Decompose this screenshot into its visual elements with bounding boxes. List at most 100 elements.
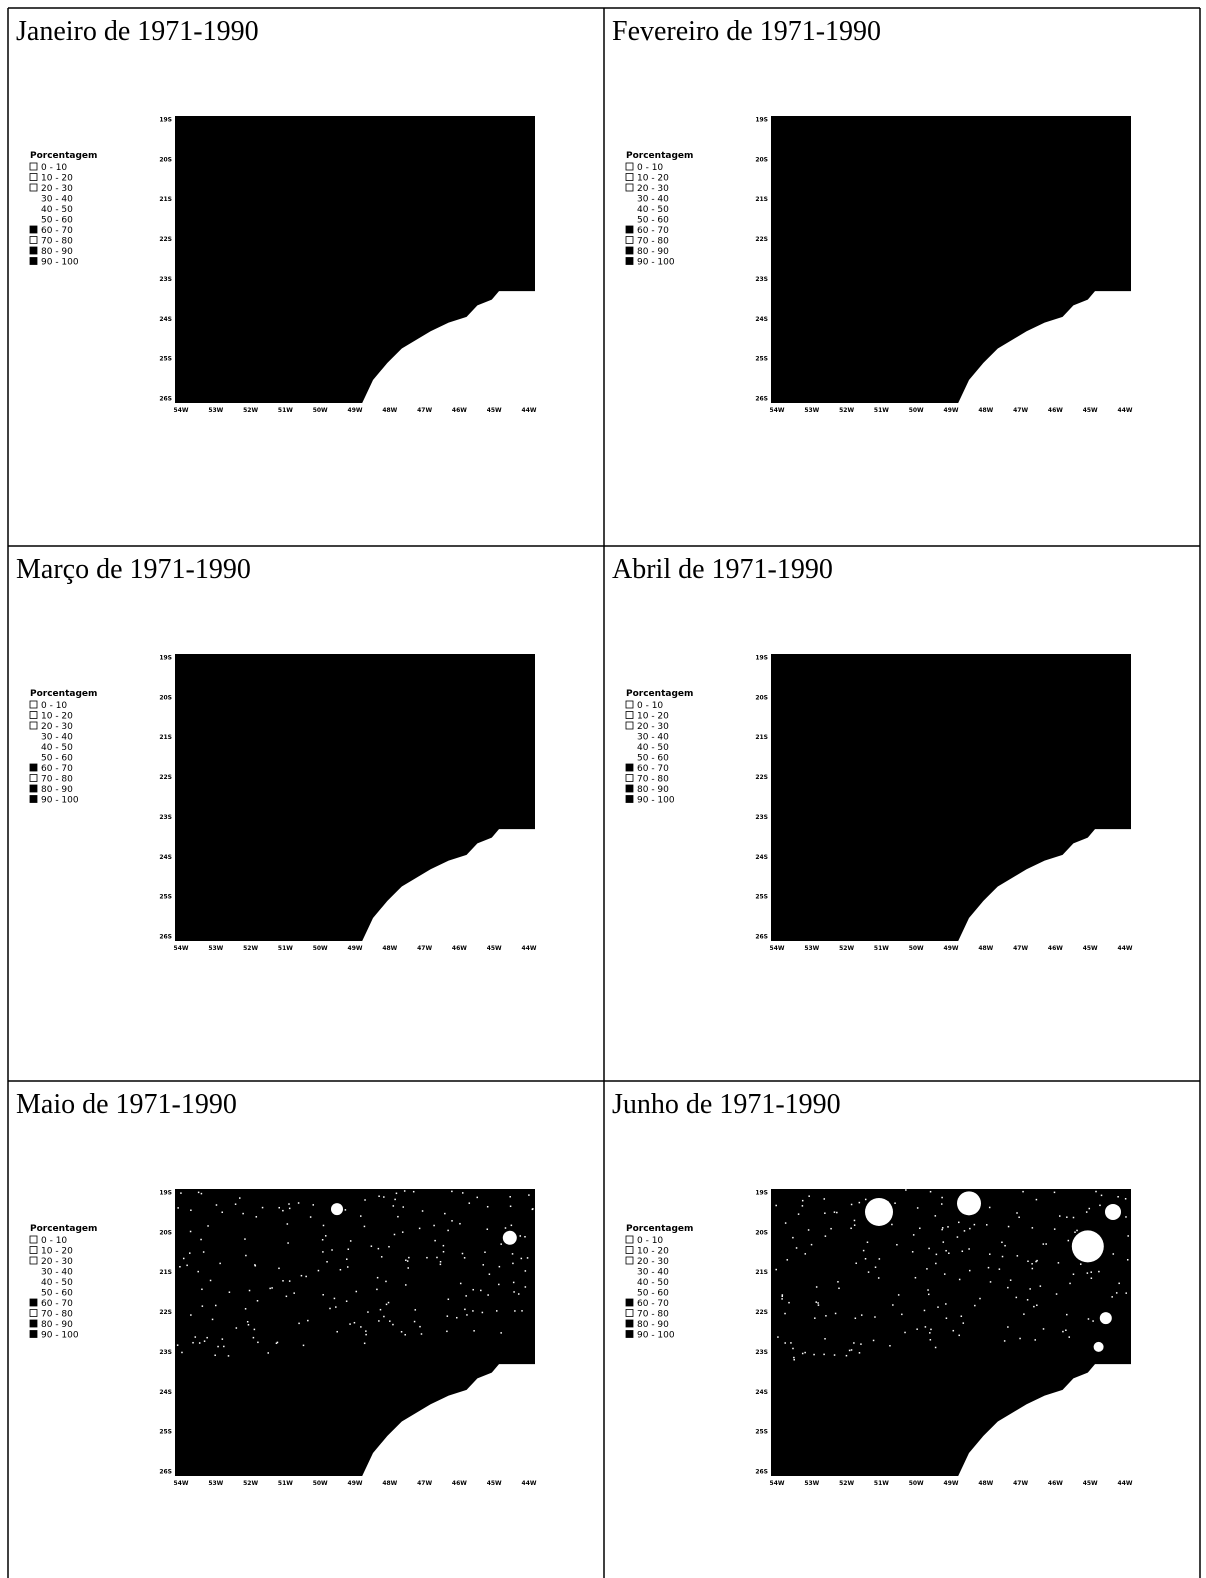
speckle <box>278 1267 280 1270</box>
speckle <box>1125 1216 1127 1218</box>
legend-label: 90 - 100 <box>637 258 675 268</box>
speckle <box>1016 1212 1018 1214</box>
lon-label: 49W <box>944 945 959 952</box>
speckle <box>367 1311 369 1313</box>
legend-label: 10 - 20 <box>637 712 669 722</box>
speckle <box>317 1269 320 1272</box>
legend-label: 20 - 30 <box>637 184 669 194</box>
speckle <box>815 1301 817 1303</box>
legend-swatch <box>29 246 38 255</box>
speckle <box>866 1241 869 1244</box>
speckle <box>186 1264 188 1267</box>
speckle <box>786 1259 789 1261</box>
lon-label: 46W <box>452 407 467 414</box>
lon-label: 48W <box>978 407 993 414</box>
speckle <box>834 1312 837 1315</box>
legend-label: 80 - 90 <box>637 1320 669 1330</box>
speckle <box>252 1336 255 1339</box>
speckle <box>376 1276 379 1279</box>
speckle <box>784 1312 786 1315</box>
panel-title: Fevereiro de 1971-1990 <box>612 16 881 47</box>
legend-label: 0 - 10 <box>41 701 67 711</box>
speckle <box>214 1304 217 1307</box>
speckle <box>795 1247 798 1249</box>
lon-label: 52W <box>243 945 258 952</box>
speckle <box>1059 1215 1061 1217</box>
legend-label: 90 - 100 <box>637 1331 675 1341</box>
speckle <box>814 1317 816 1319</box>
lon-label: 44W <box>522 945 537 952</box>
speckle <box>496 1310 498 1312</box>
speckle <box>227 1355 230 1357</box>
speckle <box>867 1271 870 1273</box>
legend-label: 20 - 30 <box>41 722 73 732</box>
cloud-free <box>1099 1312 1112 1325</box>
panel-title: Maio de 1971-1990 <box>16 1089 237 1120</box>
ocean <box>958 829 1131 941</box>
speckle <box>407 1267 409 1269</box>
speckle <box>189 1252 191 1254</box>
speckle <box>413 1320 416 1323</box>
speckle <box>830 1227 832 1230</box>
speckle <box>221 1211 223 1214</box>
lon-label: 53W <box>804 407 819 414</box>
speckle <box>833 1211 836 1213</box>
speckle <box>968 1269 971 1272</box>
lon-label: 54W <box>174 945 189 952</box>
speckle <box>1022 1190 1024 1193</box>
speckle <box>197 1191 200 1194</box>
speckle <box>363 1342 366 1345</box>
speckle <box>1100 1194 1103 1197</box>
speckle <box>1001 1255 1004 1258</box>
speckle <box>377 1247 380 1250</box>
lat-label: 24S <box>159 1389 172 1396</box>
legend-swatch <box>625 246 634 255</box>
lon-label: 48W <box>382 407 397 414</box>
lat-label: 21S <box>159 1269 172 1276</box>
speckle <box>513 1291 515 1293</box>
lat-label: 20S <box>755 694 768 701</box>
speckle <box>444 1212 446 1215</box>
speckle <box>298 1322 300 1325</box>
lon-label: 51W <box>278 1480 293 1487</box>
cloud-free <box>1071 1230 1104 1263</box>
speckle <box>853 1224 856 1226</box>
lon-label: 46W <box>1048 407 1063 414</box>
speckle <box>215 1204 218 1206</box>
lat-label: 24S <box>755 854 768 861</box>
legend-label: 80 - 90 <box>41 1320 73 1330</box>
speckle <box>524 1286 527 1288</box>
speckle <box>517 1293 520 1295</box>
legend-title: Porcentagem <box>626 689 693 699</box>
speckle <box>1036 1259 1038 1262</box>
lat-label: 20S <box>755 156 768 163</box>
speckle <box>1086 1272 1089 1274</box>
speckle <box>1027 1260 1029 1263</box>
speckle <box>1074 1231 1076 1233</box>
lat-label: 21S <box>159 196 172 203</box>
legend-label: 70 - 80 <box>41 775 73 785</box>
speckle <box>777 1336 779 1338</box>
speckle <box>271 1287 273 1289</box>
speckle <box>1035 1260 1037 1263</box>
legend-swatch <box>29 173 38 181</box>
speckle <box>465 1295 467 1297</box>
speckle <box>945 1303 947 1305</box>
speckle <box>378 1320 380 1322</box>
speckle <box>255 1216 258 1218</box>
lon-label: 52W <box>839 1480 854 1487</box>
speckle <box>958 1278 961 1281</box>
speckle <box>360 1215 362 1217</box>
legend-swatch <box>625 774 634 782</box>
speckle <box>456 1316 458 1319</box>
speckle <box>948 1252 950 1255</box>
speckle <box>209 1279 212 1282</box>
lon-label: 47W <box>1013 945 1028 952</box>
speckle <box>446 1330 448 1333</box>
lat-label: 21S <box>159 734 172 741</box>
speckle <box>392 1205 395 1207</box>
speckle <box>1095 1190 1097 1193</box>
speckle <box>509 1196 511 1198</box>
